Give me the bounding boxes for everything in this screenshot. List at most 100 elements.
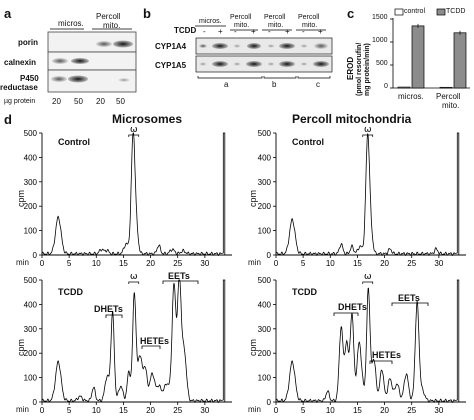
xtick-label-micro-tcdd-10: 10 <box>92 406 101 415</box>
panel-c-legend-swatch-control <box>394 8 404 16</box>
ytick-label-micro-tcdd-100: 100 <box>24 374 38 383</box>
xtick-label-mito-tcdd-10: 10 <box>326 406 335 415</box>
annotation-hetes-left: HETEs <box>140 336 170 346</box>
panel-a-blot-porin <box>47 31 137 53</box>
panel-b-sign-3: - <box>234 27 237 36</box>
ytick-label-micro-control-400: 400 <box>24 153 38 162</box>
panel-b-row-cyp1a4: CYP1A4 <box>155 42 187 51</box>
ytick-label-mito-control-200: 200 <box>258 202 272 211</box>
panel-b-group-label-3: Percoll <box>264 14 286 21</box>
panel-c-cat-micros: micros. <box>398 92 424 101</box>
panel-d-row-label-1: Control <box>58 137 90 147</box>
xtick-label-micro-tcdd-30: 30 <box>200 406 209 415</box>
annotation-bracket <box>333 312 359 316</box>
xtick-label-mito-tcdd-15: 15 <box>353 406 362 415</box>
panel-c-legend-control: control <box>404 8 426 15</box>
annotation-eets-left: EETs <box>168 271 190 281</box>
panel-b-tcdd-label: TCDD <box>174 26 197 35</box>
xtick-label-mito-control-30: 30 <box>434 259 443 268</box>
omega-label-micro-control: ω <box>130 125 138 135</box>
ytick-label-mito-tcdd-300: 300 <box>258 325 272 334</box>
ytick-label-mito-tcdd-500: 500 <box>258 276 272 285</box>
annotation-bracket <box>162 280 199 284</box>
panel-b-group-label-2b: mito. <box>234 22 250 29</box>
axis-micro-tcdd <box>41 280 232 403</box>
ytick-label-micro-tcdd-400: 400 <box>24 300 38 309</box>
panel-a-row-reductase: reductase <box>0 83 38 92</box>
xtick-label-mito-tcdd-30: 30 <box>434 406 443 415</box>
panel-a-lane-4: 50 <box>116 97 125 106</box>
panel-c-ytick-1000: 1000 <box>372 37 388 44</box>
xtick-label-micro-control-25: 25 <box>173 259 182 268</box>
panel-b-group-label-1: micros. <box>199 18 222 25</box>
xtick-label-micro-tcdd-5: 5 <box>67 406 72 415</box>
panel-c-cat-mito: mito. <box>442 101 460 110</box>
trace-micro-tcdd <box>41 279 226 404</box>
xtick-label-micro-tcdd-20: 20 <box>146 406 155 415</box>
omega-label-mito-control: ω <box>364 125 372 135</box>
panel-a-row-porin: porin <box>18 38 38 47</box>
bar-control-1 <box>439 86 453 89</box>
annotation-bracket <box>105 314 123 318</box>
ytick-label-micro-tcdd-500: 500 <box>24 276 38 285</box>
panel-b-group-label-4b: mito. <box>302 22 318 29</box>
ytick-label-micro-control-0: 0 <box>33 251 38 260</box>
panel-b-sign-2: + <box>218 27 223 36</box>
ytick-label-mito-tcdd-0: 0 <box>267 398 272 407</box>
panel-a-xaxis-label: µg protein <box>4 98 36 105</box>
omega-label-micro-tcdd: ω <box>130 272 138 282</box>
ytick-label-micro-tcdd-300: 300 <box>24 325 38 334</box>
panel-d-letter: d <box>4 112 12 127</box>
panel-b-sign-1: - <box>203 27 206 36</box>
panel-b-group-label-2: Percoll <box>230 14 252 21</box>
ytick-label-mito-control-100: 100 <box>258 227 272 236</box>
axis-mito-control <box>275 133 466 256</box>
panel-a-lane-1: 20 <box>52 97 61 106</box>
bar-control-0 <box>397 86 411 89</box>
xtick-label-micro-control-0: 0 <box>40 259 45 268</box>
trace-mito-tcdd <box>275 279 460 404</box>
xtick-label-mito-control-0: 0 <box>274 259 279 268</box>
panel-c-ytick-500: 500 <box>376 60 388 67</box>
panel-b-blot-cyp1a5 <box>195 55 333 73</box>
xtick-label-mito-tcdd-20: 20 <box>380 406 389 415</box>
panel-d-row-label-4: TCDD <box>292 287 317 297</box>
panel-c-cat-percoll: Percoll <box>436 92 461 101</box>
trace-micro-control <box>41 132 226 257</box>
xtick-label-mito-tcdd-5: 5 <box>301 406 306 415</box>
panel-c-letter: c <box>347 6 355 21</box>
xtick-label-mito-control-20: 20 <box>380 259 389 268</box>
panel-d-row-label-3: Control <box>292 137 324 147</box>
panel-a-col-micros: micros. <box>58 19 84 28</box>
annotation-bracket <box>391 302 429 306</box>
xtick-label-mito-tcdd-25: 25 <box>407 406 416 415</box>
xtick-label-micro-control-20: 20 <box>146 259 155 268</box>
omega-label-mito-tcdd: ω <box>364 272 372 282</box>
xtick-label-micro-tcdd-25: 25 <box>173 406 182 415</box>
panel-b-letter: b <box>143 6 151 21</box>
xtick-label-mito-control-10: 10 <box>326 259 335 268</box>
panel-c-bars <box>397 23 467 89</box>
panel-a-row-p450: P450 <box>20 74 39 83</box>
panel-c-legend-swatch-tcdd <box>436 8 446 16</box>
panel-c-legend-tcdd: TCDD <box>446 8 466 15</box>
xtick-label-micro-control-10: 10 <box>92 259 101 268</box>
xtick-label-mito-control-25: 25 <box>407 259 416 268</box>
ytick-label-micro-control-500: 500 <box>24 129 38 138</box>
axis-mito-tcdd <box>275 280 466 403</box>
panel-b-sign-5: - <box>268 27 271 36</box>
panel-b-group-b: b <box>272 80 277 89</box>
ytick-label-mito-control-500: 500 <box>258 129 272 138</box>
annotation-bracket <box>369 360 393 364</box>
panel-a-lane-2: 50 <box>74 97 83 106</box>
panel-a-lane-3: 20 <box>96 97 105 106</box>
xtick-label-micro-tcdd-15: 15 <box>119 406 128 415</box>
panel-b-sign-4: + <box>251 27 256 36</box>
panel-b-row-cyp1a5: CYP1A5 <box>155 61 187 70</box>
panel-d-row-label-2: TCDD <box>58 287 83 297</box>
panel-d-xlabel-2: min <box>16 405 29 414</box>
ytick-label-micro-control-300: 300 <box>24 178 38 187</box>
panel-c-ytick-1500: 1500 <box>372 14 388 21</box>
bar-tcdd-1 <box>453 32 467 89</box>
